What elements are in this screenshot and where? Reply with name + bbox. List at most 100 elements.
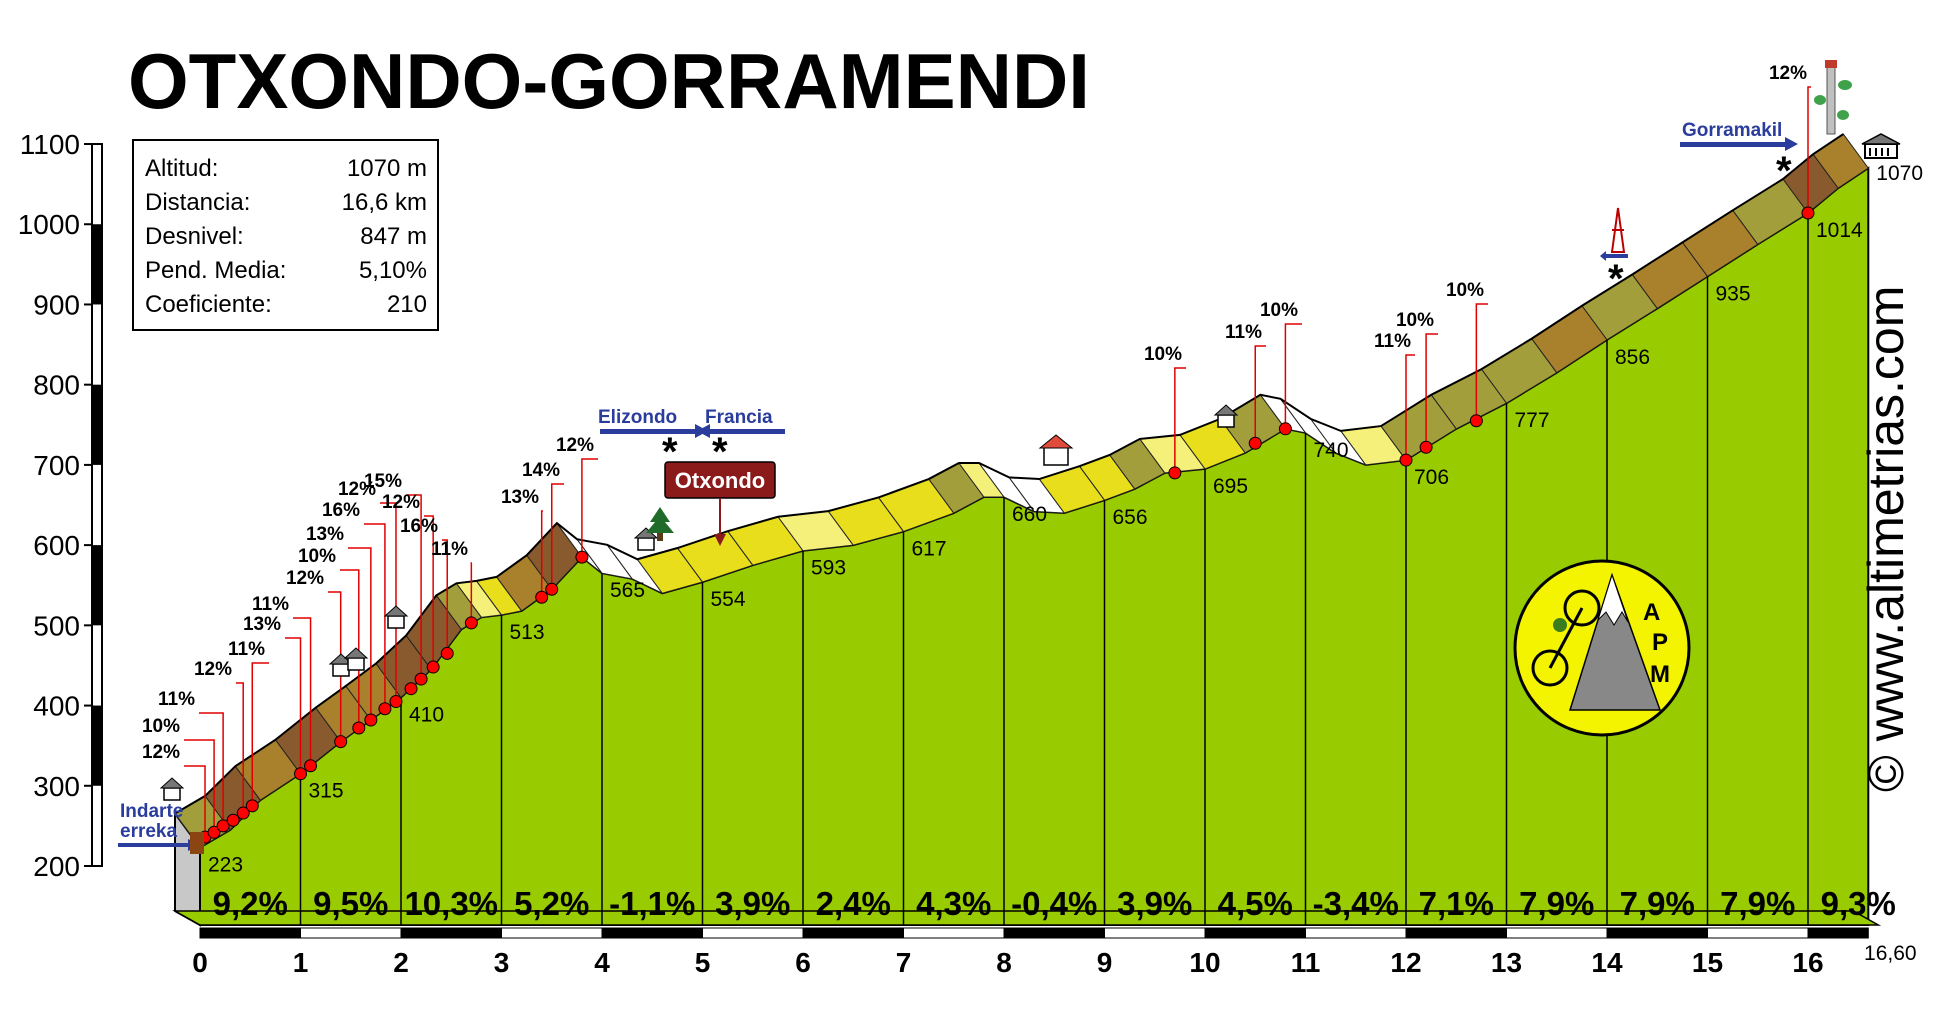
x-tick-label: 10 <box>1189 947 1220 978</box>
logo-letter-m: M <box>1650 661 1670 688</box>
francia-label: Francia <box>705 407 773 428</box>
slope-label: 10% <box>1144 344 1182 365</box>
slope-leader <box>184 739 215 833</box>
slope-label: 10% <box>1396 310 1434 331</box>
slope-marker-dot <box>226 813 240 827</box>
segment-grade: 5,2% <box>514 885 589 922</box>
slope-label: 15% <box>364 471 402 492</box>
start-stream-label: Indarte erreka <box>118 801 204 854</box>
slope-leader <box>251 662 269 806</box>
slope-marker-dot <box>1248 436 1262 450</box>
slope-leader <box>380 502 397 702</box>
x-tick-label: 12 <box>1390 947 1421 978</box>
segment-grade: 7,1% <box>1419 885 1494 922</box>
slope-label: 11% <box>252 594 289 615</box>
antenna-icon: * <box>1600 207 1628 301</box>
segment-grade: 9,3% <box>1821 885 1896 922</box>
stat-label: Desnivel: <box>145 223 244 250</box>
slope-label: 16% <box>400 516 438 537</box>
slope-leader <box>581 458 598 558</box>
y-scale-band <box>92 705 102 786</box>
francia-arrow-line <box>710 429 785 434</box>
slope-label: 10% <box>1260 300 1298 321</box>
x-tick-label: 9 <box>1097 947 1113 978</box>
house-body <box>163 787 181 801</box>
slope-leader <box>540 510 543 598</box>
summit-hut-icon <box>1861 133 1901 159</box>
stats-box: Altitud: 1070 m Distancia: 16,6 km Desnivel:… <box>132 139 439 331</box>
x-scale-band <box>1003 927 1105 939</box>
road-back-edge <box>174 133 1844 815</box>
x-scale-band <box>1204 927 1306 939</box>
slope-marker-dot <box>1168 466 1182 480</box>
x-tick-label: 14 <box>1591 947 1623 978</box>
slope-leader <box>406 494 422 680</box>
segment-grade: 2,4% <box>816 885 891 922</box>
slope-label: 11% <box>431 539 468 560</box>
y-scale-band <box>92 384 102 465</box>
slope-label: 13% <box>243 614 281 635</box>
stat-value: 5,10% <box>359 257 427 284</box>
x-axis: 0 1 2 3 4 5 6 7 8 9 10 11 12 13 14 15 16 16,60 <box>192 927 1917 978</box>
slope-label: 10% <box>1446 280 1484 301</box>
y-tick-label: 1100 <box>20 129 80 160</box>
gorramakil-direction: Gorramakil * <box>1680 120 1798 193</box>
slope-leader <box>328 591 342 742</box>
gorramakil-arrow-head <box>1785 137 1798 151</box>
y-scale-band <box>92 545 102 626</box>
x-tick-label: 4 <box>594 947 610 978</box>
house-body <box>347 657 365 671</box>
slope-leader <box>340 569 360 729</box>
km-elevation-label: 935 <box>1716 282 1751 305</box>
stat-label: Distancia: <box>145 189 250 216</box>
slope-marker-dot <box>1278 422 1292 436</box>
x-tick-label: 1 <box>293 947 309 978</box>
km-elevation-label: 856 <box>1615 346 1650 369</box>
x-tick-label: 5 <box>695 947 711 978</box>
segment-grade: -3,4% <box>1313 885 1399 922</box>
house-roof <box>159 777 185 789</box>
slope-label: 11% <box>228 639 265 660</box>
km-elevation-label: 777 <box>1515 409 1550 432</box>
segment-grade: 7,9% <box>1720 885 1795 922</box>
slope-label: 10% <box>298 546 336 567</box>
slope-leader <box>184 765 206 838</box>
stat-value: 210 <box>387 291 427 318</box>
km-elevation-label: 513 <box>510 621 545 644</box>
x-tick-label: 6 <box>795 947 811 978</box>
y-tick-label: 800 <box>33 370 80 401</box>
x-scale-band <box>903 927 1005 939</box>
slope-marker-dot <box>404 682 418 696</box>
segment-grade: 4,5% <box>1218 885 1293 922</box>
house-roof <box>1213 404 1239 416</box>
slope-label: 12% <box>1769 63 1807 84</box>
elizondo-label: Elizondo <box>598 407 677 428</box>
elevation-labels: 223 315 410 513 565 554 593 617 660 656 695 740 706 7… <box>208 162 1923 876</box>
slope-marker-dot <box>294 767 307 781</box>
gorramakil-label: Gorramakil <box>1682 120 1782 141</box>
y-tick-label: 700 <box>33 450 80 481</box>
slope-leader <box>285 637 302 774</box>
km-elevation-label: 223 <box>208 854 243 877</box>
slope-label: 12% <box>286 568 324 589</box>
y-tick-label: 500 <box>33 610 80 641</box>
logo-letter-p: P <box>1652 629 1668 656</box>
tree-icon <box>646 507 674 541</box>
svg-text:*: * <box>1608 257 1624 301</box>
km-elevation-label: 695 <box>1213 475 1248 498</box>
x-end-label: 16,60 <box>1864 942 1917 965</box>
stat-label: Pend. Media: <box>145 257 286 284</box>
house-body <box>1217 414 1235 428</box>
y-scale-band <box>92 224 102 305</box>
slope-leader <box>293 617 312 766</box>
stat-value: 1070 m <box>347 155 427 182</box>
slope-label: 12% <box>338 479 376 500</box>
x-tick-label: 11 <box>1291 947 1321 978</box>
x-scale-band <box>300 927 402 939</box>
slope-label: 13% <box>306 524 344 545</box>
slope-marker-dot <box>364 713 378 727</box>
house-roof <box>328 653 354 665</box>
y-tick-label: 900 <box>33 289 80 320</box>
house-roof <box>383 605 409 617</box>
y-axis: 200 300 400 500 600 700 800 900 1000 1100 <box>18 129 103 882</box>
